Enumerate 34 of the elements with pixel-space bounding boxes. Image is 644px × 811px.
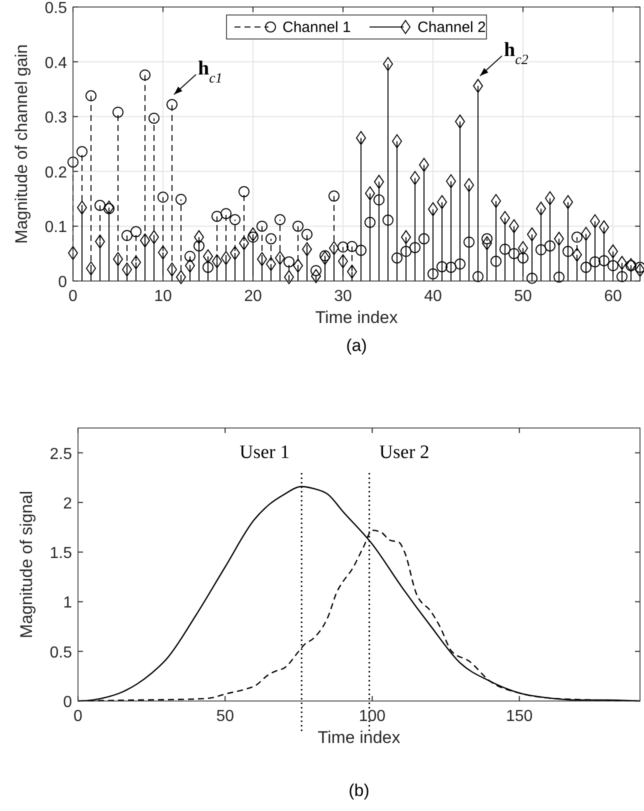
x-tick-label: 10: [154, 288, 172, 305]
ref-line-label: User 1: [239, 442, 290, 463]
y-tick-label: 0.5: [50, 644, 72, 662]
annotation: h$_{c2}$: [504, 38, 528, 68]
x-tick-label: 50: [514, 288, 532, 305]
y-tick-label: 0.5: [44, 0, 68, 17]
x-axis-title: Time index: [318, 728, 401, 747]
x-axis-title: Time index: [315, 308, 398, 327]
legend-label: Channel 2: [418, 19, 486, 36]
legend-label: Channel 1: [282, 19, 351, 36]
y-tick-label: 0.4: [44, 54, 68, 72]
y-tick-label: 2: [63, 495, 72, 512]
y-tick-label: 0.1: [44, 219, 68, 236]
x-tick-label: 20: [244, 288, 262, 305]
ref-line-label: User 2: [379, 442, 430, 463]
x-tick-label: 60: [604, 288, 622, 305]
y-tick-label: 0.3: [44, 110, 68, 127]
y-tick-label: 0: [58, 274, 68, 291]
x-tick-label: 100: [358, 708, 386, 725]
x-tick-label: 0: [74, 708, 83, 725]
x-tick-label: 40: [424, 288, 442, 305]
y-tick-label: 0: [63, 694, 72, 711]
y-tick-label: 2.5: [50, 446, 72, 463]
annotation: h$_{c1}$: [198, 58, 222, 86]
x-tick-label: 30: [334, 288, 352, 305]
y-axis-title: Magnitude of signal: [17, 490, 36, 638]
y-tick-label: 1: [63, 594, 72, 612]
y-tick-label: 1.5: [50, 545, 72, 562]
y-axis-title: Magnitude of channel gain: [12, 44, 31, 244]
text: (b): [348, 781, 370, 800]
x-tick-label: 50: [216, 708, 234, 725]
x-tick-label: 150: [506, 708, 533, 725]
text: (a): [346, 336, 367, 355]
y-tick-label: 0.2: [44, 164, 68, 182]
